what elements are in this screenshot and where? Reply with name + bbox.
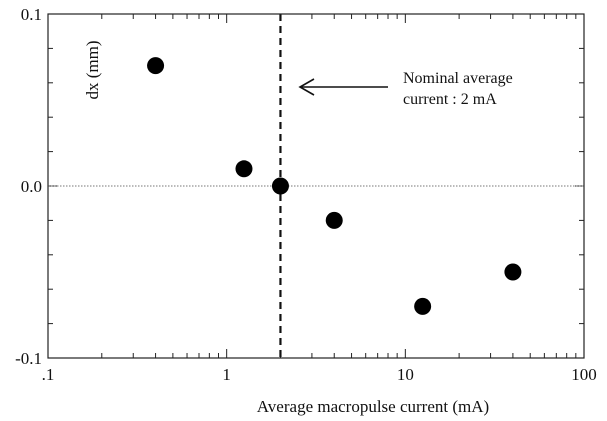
x-tick-label: .1 bbox=[42, 365, 55, 384]
annotation: Nominal average current : 2 mA bbox=[298, 70, 513, 108]
x-axis-label: Average macropulse current (mA) bbox=[257, 397, 489, 416]
data-point bbox=[504, 263, 522, 281]
data-point bbox=[271, 177, 289, 195]
points-layer bbox=[147, 57, 522, 315]
x-tick-label: 100 bbox=[571, 365, 597, 384]
data-point bbox=[414, 297, 432, 315]
y-tick-label: 0.0 bbox=[21, 177, 42, 196]
y-tick-label: -0.1 bbox=[15, 349, 42, 368]
x-tick-label: 1 bbox=[222, 365, 231, 384]
plot-frame bbox=[47, 13, 585, 359]
data-point bbox=[235, 160, 253, 178]
annotation-arrow bbox=[298, 78, 388, 96]
annotation-line-2: current : 2 mA bbox=[403, 91, 497, 108]
data-point bbox=[147, 57, 165, 75]
data-point bbox=[325, 211, 343, 229]
ticks-layer: .1 1 10 100 0.1 0.0 -0.1 bbox=[15, 5, 597, 384]
y-axis-label: dx (mm) bbox=[83, 40, 102, 99]
annotation-line-1: Nominal average bbox=[403, 70, 513, 87]
x-tick-label: 10 bbox=[397, 365, 414, 384]
y-tick-label: 0.1 bbox=[21, 5, 42, 24]
